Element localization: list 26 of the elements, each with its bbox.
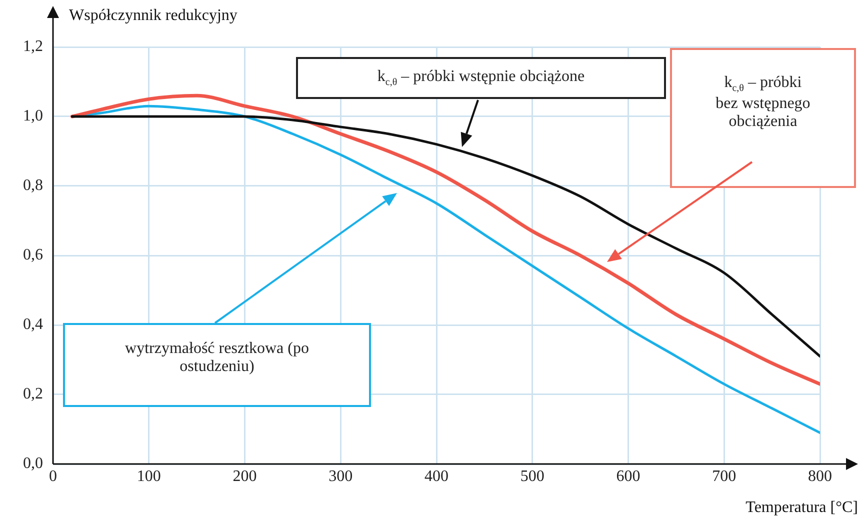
x-tick-label: 500 bbox=[520, 468, 544, 485]
annotation: k$_{c,θ}$ – próbki wstępnie obciążone bbox=[377, 68, 585, 88]
note-box: k$_{c,θ}$ – próbki bez wstępnego obciążenia bbox=[670, 48, 856, 188]
y-tick-label: 0,8 bbox=[23, 177, 43, 194]
y-tick-label: 0,2 bbox=[23, 386, 43, 403]
y-tick-label: 0,6 bbox=[23, 246, 43, 264]
annotation: wytrzymałość resztkowa (po ostudzeniu) bbox=[124, 340, 310, 376]
x-tick-label: 0 bbox=[49, 468, 57, 485]
x-tick-label: 100 bbox=[136, 468, 161, 485]
x-tick-label: 600 bbox=[616, 468, 640, 485]
line-series bbox=[70, 115, 820, 358]
x-tick-label: 800 bbox=[808, 468, 832, 485]
x-tick-label: 200 bbox=[232, 468, 257, 485]
y-tick-label: 1,0 bbox=[23, 108, 43, 125]
annotation: k$_{c,θ}$ – próbki bez wstępnego obciążenia bbox=[714, 74, 812, 132]
x-tick-label: 300 bbox=[328, 468, 353, 485]
x-tick-label: 700 bbox=[712, 468, 736, 485]
y-axis-title: Współczynnik redukcyjny bbox=[69, 7, 238, 24]
note-box: wytrzymałość resztkowa (po ostudzeniu) bbox=[63, 323, 371, 407]
line-series bbox=[70, 94, 820, 386]
y-tick-label: 1,2 bbox=[23, 38, 43, 56]
x-axis-title: Temperatura [°C] bbox=[746, 499, 858, 516]
x-tick-label: 400 bbox=[424, 468, 448, 485]
note-box: k$_{c,θ}$ – próbki wstępnie obciążone bbox=[296, 57, 666, 99]
y-tick-label: 0,4 bbox=[23, 316, 43, 334]
y-tick-label: 0,0 bbox=[23, 455, 43, 472]
